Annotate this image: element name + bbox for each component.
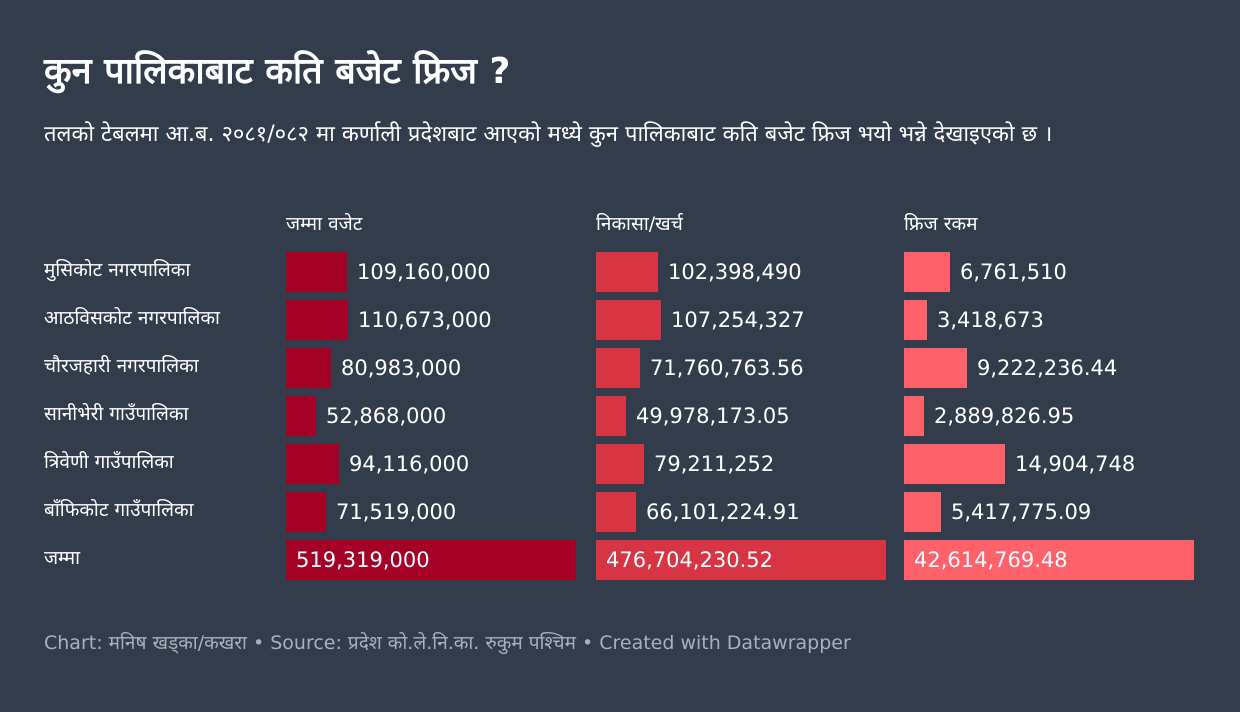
value-label: 476,704,230.52: [606, 548, 773, 572]
value-label: 6,761,510: [960, 260, 1067, 284]
value-label: 66,101,224.91: [646, 500, 800, 524]
bar: [904, 540, 1194, 580]
bar: [286, 444, 339, 484]
bar-cell: 49,978,173.05: [596, 396, 886, 436]
row-label: चौरजहारी नगरपालिका: [44, 355, 199, 377]
bar: [596, 540, 886, 580]
bar: [904, 348, 967, 388]
bar: [904, 492, 941, 532]
bar-cell: 42,614,769.48: [904, 540, 1194, 580]
bar-cell: 6,761,510: [904, 252, 1194, 292]
bar-cell: 94,116,000: [286, 444, 576, 484]
value-label: 3,418,673: [937, 308, 1044, 332]
bar: [286, 252, 347, 292]
value-label: 42,614,769.48: [914, 548, 1068, 572]
bar: [904, 300, 927, 340]
row-label: आठविसकोट नगरपालिका: [44, 307, 220, 329]
value-label: 109,160,000: [357, 260, 491, 284]
value-label: 80,983,000: [341, 356, 462, 380]
bar-cell: 2,889,826.95: [904, 396, 1194, 436]
column-header-1: जम्मा वजेट: [286, 213, 363, 235]
bar-cell: 109,160,000: [286, 252, 576, 292]
row-label: सानीभेरी गाउँपालिका: [44, 403, 189, 425]
total-row-label: जम्मा: [44, 547, 81, 569]
bar-cell: 66,101,224.91: [596, 492, 886, 532]
bar: [904, 252, 950, 292]
bar: [286, 300, 348, 340]
bar: [286, 492, 326, 532]
value-label: 107,254,327: [671, 308, 805, 332]
row-label: मुसिकोट नगरपालिका: [44, 259, 191, 281]
value-label: 102,398,490: [668, 260, 802, 284]
value-label: 49,978,173.05: [636, 404, 790, 428]
column-header-3: फ्रिज रकम: [904, 213, 978, 235]
bar-cell: 5,417,775.09: [904, 492, 1194, 532]
bar: [286, 348, 331, 388]
bar: [286, 540, 576, 580]
value-label: 71,760,763.56: [650, 356, 804, 380]
bar: [286, 396, 316, 436]
bar: [904, 444, 1005, 484]
bar: [596, 444, 644, 484]
bar-cell: 14,904,748: [904, 444, 1194, 484]
value-label: 519,319,000: [296, 548, 430, 572]
bar-cell: 107,254,327: [596, 300, 886, 340]
value-label: 71,519,000: [336, 500, 457, 524]
bar-cell: 71,519,000: [286, 492, 576, 532]
value-label: 5,417,775.09: [951, 500, 1092, 524]
bar-cell: 3,418,673: [904, 300, 1194, 340]
bar-cell: 79,211,252: [596, 444, 886, 484]
bar-cell: 110,673,000: [286, 300, 576, 340]
bar-cell: 519,319,000: [286, 540, 576, 580]
bar: [596, 300, 661, 340]
column-header-2: निकासा/खर्च: [596, 213, 683, 235]
row-label: त्रिवेणी गाउँपालिका: [44, 451, 174, 473]
value-label: 79,211,252: [654, 452, 775, 476]
chart-footer: Chart: मनिष खड्का/कखरा • Source: प्रदेश …: [44, 632, 851, 654]
value-label: 52,868,000: [326, 404, 447, 428]
bar-cell: 80,983,000: [286, 348, 576, 388]
bar-cell: 102,398,490: [596, 252, 886, 292]
bar: [596, 252, 658, 292]
value-label: 9,222,236.44: [977, 356, 1118, 380]
bar-cell: 71,760,763.56: [596, 348, 886, 388]
value-label: 2,889,826.95: [934, 404, 1075, 428]
bar-cell: 52,868,000: [286, 396, 576, 436]
bar-cell: 476,704,230.52: [596, 540, 886, 580]
value-label: 110,673,000: [358, 308, 492, 332]
bar: [596, 396, 626, 436]
chart-description: तलको टेबलमा आ.ब. २०८१/०८२ मा कर्णाली प्र…: [44, 122, 1053, 147]
bar: [596, 348, 640, 388]
chart-title: कुन पालिकाबाट कति बजेट फ्रिज ?: [44, 51, 511, 92]
bar: [596, 492, 636, 532]
value-label: 94,116,000: [349, 452, 470, 476]
value-label: 14,904,748: [1015, 452, 1136, 476]
bar: [904, 396, 924, 436]
row-label: बाँफिकोट गाउँपालिका: [44, 499, 194, 521]
bar-cell: 9,222,236.44: [904, 348, 1194, 388]
